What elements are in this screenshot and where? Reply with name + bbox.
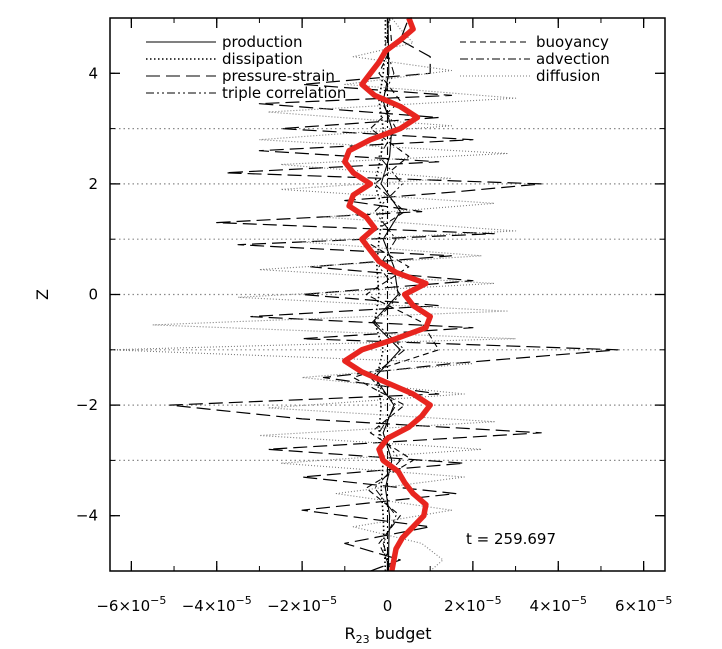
time-annotation: t = 259.697: [466, 530, 556, 548]
legend: productiondissipationpressure-straintrip…: [146, 33, 610, 102]
x-axis-label-subscript: 23: [356, 633, 370, 646]
legend-label-advection: advection: [536, 50, 610, 68]
series-red-total-line: [342, 17, 433, 572]
series-lines: [109, 17, 619, 572]
x-tick-label-4: 2×10−5: [444, 594, 501, 615]
series-dissipation-line: [373, 18, 387, 572]
legend-label-buoyancy: buoyancy: [536, 33, 609, 51]
x-tick-label-2: −2×10−5: [267, 594, 337, 615]
legend-label-pressure-strain: pressure-strain: [222, 67, 335, 85]
legend-label-production: production: [222, 33, 303, 51]
series-diffusion-line: [109, 17, 517, 572]
y-tick-label-2: 0: [88, 286, 98, 304]
x-tick-label-1: −4×10−5: [182, 594, 252, 615]
series-triple-correlation-line: [369, 17, 406, 572]
y-tick-label-4: 4: [88, 64, 98, 82]
x-tick-labels: −6×10−5 −4×10−5 −2×10−5 0 2×10−5 4×10−5 6×10−5: [96, 594, 672, 615]
y-tick-label-3: 2: [88, 175, 98, 193]
y-tick-label-1: −2: [76, 396, 98, 414]
x-axis-label-suffix: budget: [370, 624, 432, 643]
x-tick-label-0: −6×10−5: [96, 594, 166, 615]
x-tick-label-3: 0: [383, 597, 393, 615]
legend-label-triple-correlation: triple correlation: [222, 84, 346, 102]
x-tick-label-5: 4×10−5: [530, 594, 587, 615]
legend-label-diffusion: diffusion: [536, 67, 600, 85]
x-axis-label: R23 budget: [345, 624, 432, 646]
series-buoyancy-line: [352, 17, 440, 572]
y-axis-label: Z: [33, 289, 52, 300]
axis-ticks: [110, 17, 665, 572]
y-tick-label-0: −4: [76, 507, 98, 525]
x-tick-label-6: 6×10−5: [615, 594, 672, 615]
y-tick-labels: −4 −2 0 2 4: [76, 64, 98, 524]
legend-label-dissipation: dissipation: [222, 50, 303, 68]
x-axis-label-main: R: [345, 624, 356, 643]
